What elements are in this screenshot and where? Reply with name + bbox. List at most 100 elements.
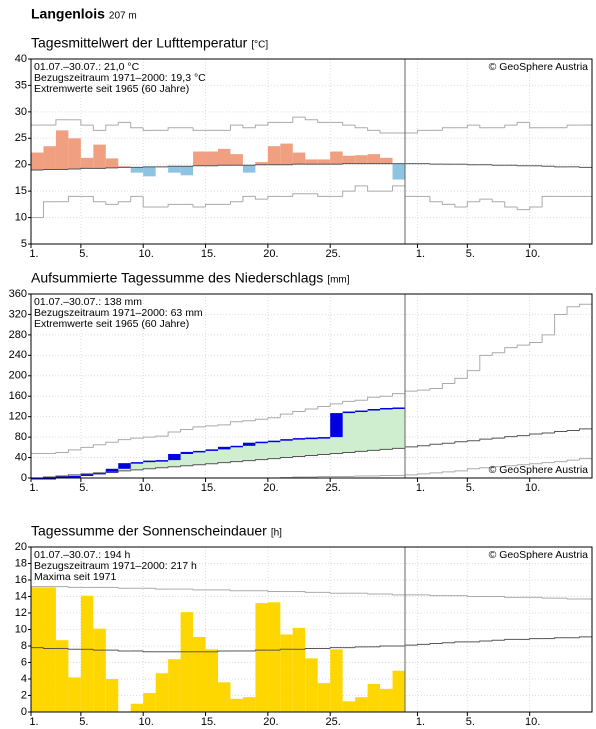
extreme-max-line [67, 449, 81, 453]
reference-line [429, 643, 443, 645]
x-tick-label: 10. [139, 248, 154, 260]
extreme-min-line [92, 196, 106, 203]
chart-unit: [h] [271, 528, 282, 539]
temperature-bar [380, 157, 393, 164]
x-tick-label: 1. [416, 482, 425, 494]
y-tick-label: 30 [15, 106, 27, 118]
reference-line [80, 167, 94, 169]
reference-line [529, 433, 543, 436]
sunshine-bar [55, 640, 69, 712]
reference-line [379, 645, 393, 647]
reference-line [142, 650, 156, 653]
extreme-max-line [254, 124, 268, 128]
reference-line [491, 437, 505, 440]
extreme-min-line [516, 464, 530, 466]
precipitation-bar [218, 446, 231, 450]
temperature-bar [43, 146, 56, 170]
extreme-max-line [392, 594, 405, 596]
y-tick-label: 0 [21, 472, 27, 484]
precipitation-bar [317, 437, 331, 439]
x-tick-label: 10. [525, 482, 540, 494]
extreme-max-line [105, 124, 119, 131]
reference-line [130, 469, 144, 471]
reference-line [367, 449, 381, 452]
reference-line [217, 650, 231, 652]
chart-unit: [mm] [327, 275, 349, 286]
extreme-max-line [529, 122, 543, 129]
x-tick-label: 1. [29, 248, 38, 260]
extreme-max-line [342, 400, 356, 404]
x-tick-label: 5. [79, 716, 88, 728]
extreme-max-line [379, 395, 393, 398]
extreme-min-line [392, 185, 405, 192]
precipitation-bar [180, 451, 194, 454]
extreme-max-line [55, 119, 69, 126]
sunshine-bar [317, 683, 331, 712]
reference-line [541, 165, 555, 167]
extreme-max-line [167, 127, 181, 131]
reference-line [379, 448, 393, 451]
extreme-max-line [167, 431, 181, 437]
temperature-bar [31, 152, 44, 170]
temperature-bar [180, 166, 194, 176]
reference-line [554, 430, 568, 434]
reference-line [67, 168, 81, 170]
extreme-max-line [279, 413, 293, 418]
precipitation-bar [355, 410, 368, 413]
reference-line [279, 457, 293, 459]
temperature-bar [93, 144, 106, 169]
extreme-max-line [504, 124, 518, 128]
reference-line [479, 438, 493, 441]
extreme-max-line [516, 344, 530, 348]
extreme-max-line [566, 598, 580, 600]
x-tick-label: 5. [79, 482, 88, 494]
sunshine-bar [218, 682, 231, 712]
extreme-min-line [404, 474, 418, 476]
precipitation-bar [118, 463, 131, 469]
extreme-max-line [205, 425, 218, 427]
extreme-min-line [466, 468, 480, 471]
reference-line [180, 465, 194, 467]
reference-line [92, 649, 106, 651]
y-tick-label: 20 [15, 541, 27, 553]
extreme-max-line [155, 588, 169, 590]
temperature-bar [267, 146, 281, 165]
extreme-min-line [554, 461, 568, 463]
reference-line [229, 461, 243, 463]
y-tick-label: 14 [15, 590, 27, 602]
extreme-min-line [42, 201, 56, 218]
precipitation-bar [93, 472, 106, 475]
reference-line [254, 459, 268, 461]
sunshine-bar [130, 703, 144, 712]
reference-line [304, 647, 318, 650]
y-tick-label: 320 [9, 308, 27, 320]
y-tick-label: 40 [15, 53, 27, 65]
extreme-max-line [504, 596, 518, 598]
reference-line [242, 460, 256, 462]
extreme-max-line [229, 421, 243, 425]
temperature-bar [143, 166, 156, 177]
reference-line [416, 643, 430, 646]
reference-line [342, 163, 356, 165]
extreme-max-line [304, 591, 318, 593]
extreme-max-line [117, 439, 131, 443]
extreme-max-line [317, 405, 331, 409]
reference-line [167, 466, 181, 468]
precipitation-bar [230, 445, 243, 448]
annotation: 01.07.–30.07.: 194 h [34, 549, 130, 561]
reference-line [205, 463, 218, 465]
y-tick-label: 16 [15, 574, 27, 586]
extreme-max-line [55, 451, 69, 454]
sunshine-bar [105, 679, 119, 712]
y-tick-label: 20 [15, 159, 27, 171]
annotation: 01.07.–30.07.: 21,0 °C [34, 61, 140, 73]
extreme-max-line [192, 589, 206, 591]
extreme-max-line [192, 127, 206, 131]
extreme-max-line [441, 127, 455, 131]
extreme-max-line [466, 124, 480, 128]
station-elevation: 207 m [109, 11, 137, 22]
y-tick-label: 35 [15, 79, 27, 91]
precipitation-bar [80, 473, 94, 476]
extreme-max-line [329, 403, 343, 407]
